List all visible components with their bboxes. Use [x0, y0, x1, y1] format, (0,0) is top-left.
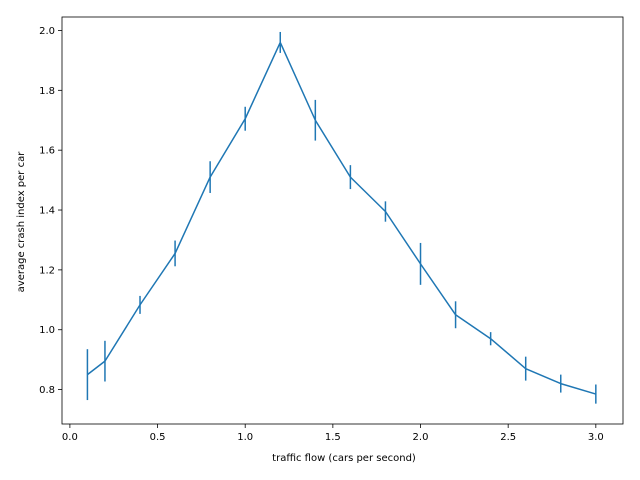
x-tick-label: 0.0 — [62, 432, 78, 443]
y-tick-label: 1.6 — [39, 146, 55, 157]
y-tick-label: 1.0 — [39, 325, 55, 336]
x-tick-label: 1.5 — [325, 432, 341, 443]
x-tick-label: 0.5 — [150, 432, 166, 443]
y-tick-label: 2.0 — [39, 26, 55, 37]
x-axis-label: traffic flow (cars per second) — [272, 453, 416, 464]
series-line — [86, 41, 597, 395]
y-axis-label: average crash index per car — [16, 151, 27, 293]
plot-area — [86, 31, 597, 404]
y-tick-label: 0.8 — [39, 385, 55, 396]
y-tick-label: 1.4 — [39, 206, 55, 217]
y-tick-label: 1.8 — [39, 86, 55, 97]
x-tick-label: 2.5 — [500, 432, 516, 443]
y-tick-label: 1.2 — [39, 265, 55, 276]
axes: 0.0 0.5 1.0 1.5 2.0 2.5 3.0 0.8 1.0 1.2 1.4 1.6 1.8 2… — [39, 16, 624, 443]
x-tick-label: 2.0 — [413, 432, 429, 443]
x-tick-label: 3.0 — [588, 432, 604, 443]
x-tick-label: 1.0 — [237, 432, 253, 443]
axes-frame — [61, 16, 624, 425]
